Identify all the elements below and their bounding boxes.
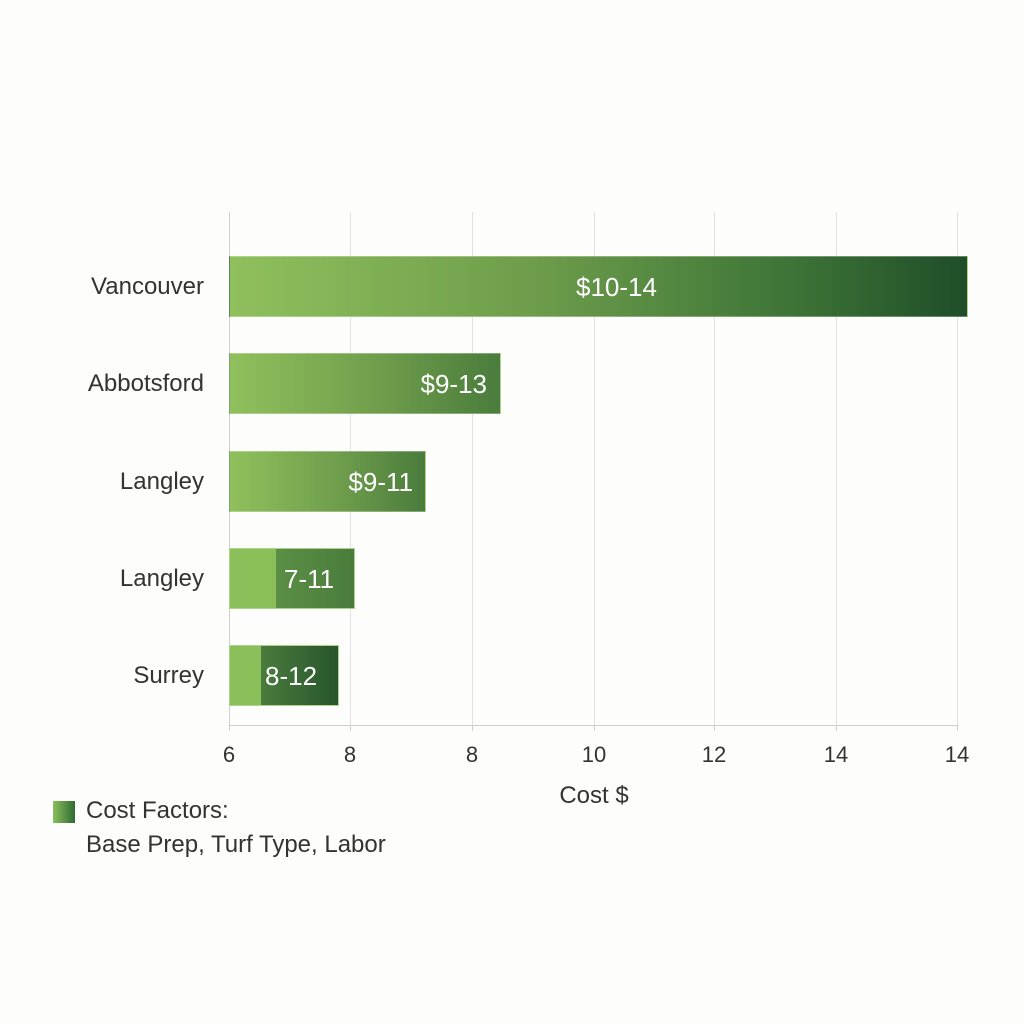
gridline [836, 212, 837, 725]
gridline [714, 212, 715, 725]
gridline [472, 212, 473, 725]
category-label-vancouver: Vancouver [91, 273, 204, 300]
category-label-langley-2: Langley [119, 565, 204, 592]
gridline [957, 212, 958, 725]
bar-segment [276, 549, 354, 608]
x-tick-label: 6 [222, 742, 236, 767]
category-label-abbotsford: Abbotsford [87, 370, 204, 397]
tick-mark [229, 725, 230, 731]
gridline [594, 212, 595, 725]
bar-value-label: $10-14 [576, 272, 657, 302]
bar-value-label: $9-11 [348, 467, 413, 497]
x-tick-label: 8 [465, 742, 479, 767]
tick-mark [714, 725, 715, 731]
tick-mark [594, 725, 595, 731]
legend-swatch-icon [53, 801, 75, 823]
tick-mark [350, 725, 351, 731]
tick-mark [957, 725, 958, 731]
bar-value-label: 7-11 [284, 564, 335, 594]
x-tick-label: 12 [701, 742, 727, 767]
legend-detail: Base Prep, Turf Type, Labor [86, 831, 386, 858]
x-axis-title: Cost $ [559, 782, 629, 809]
bar-abbotsford[interactable]: $9-13 [229, 353, 501, 414]
bar-langley-2[interactable]: 7-11 [229, 548, 355, 609]
x-tick-label: 10 [581, 742, 607, 767]
bar-segment [261, 646, 338, 705]
legend-title: Cost Factors: [86, 797, 229, 824]
bar-value-label: $9-13 [420, 369, 488, 399]
bar-vancouver[interactable]: $10-14 [229, 256, 968, 317]
category-label-surrey: Surrey [133, 662, 204, 689]
bar-langley[interactable]: $9-11 [229, 451, 426, 512]
x-tick-label: 8 [343, 742, 357, 767]
bar-value-label: 8-12 [265, 661, 318, 691]
bar-surrey[interactable]: 8-12 [229, 645, 339, 706]
category-label-langley: Langley [119, 468, 204, 495]
tick-mark [472, 725, 473, 731]
tick-mark [836, 725, 837, 731]
x-tick-label: 14 [944, 742, 970, 767]
x-axis-line [229, 725, 958, 726]
x-tick-label: 14 [823, 742, 849, 767]
